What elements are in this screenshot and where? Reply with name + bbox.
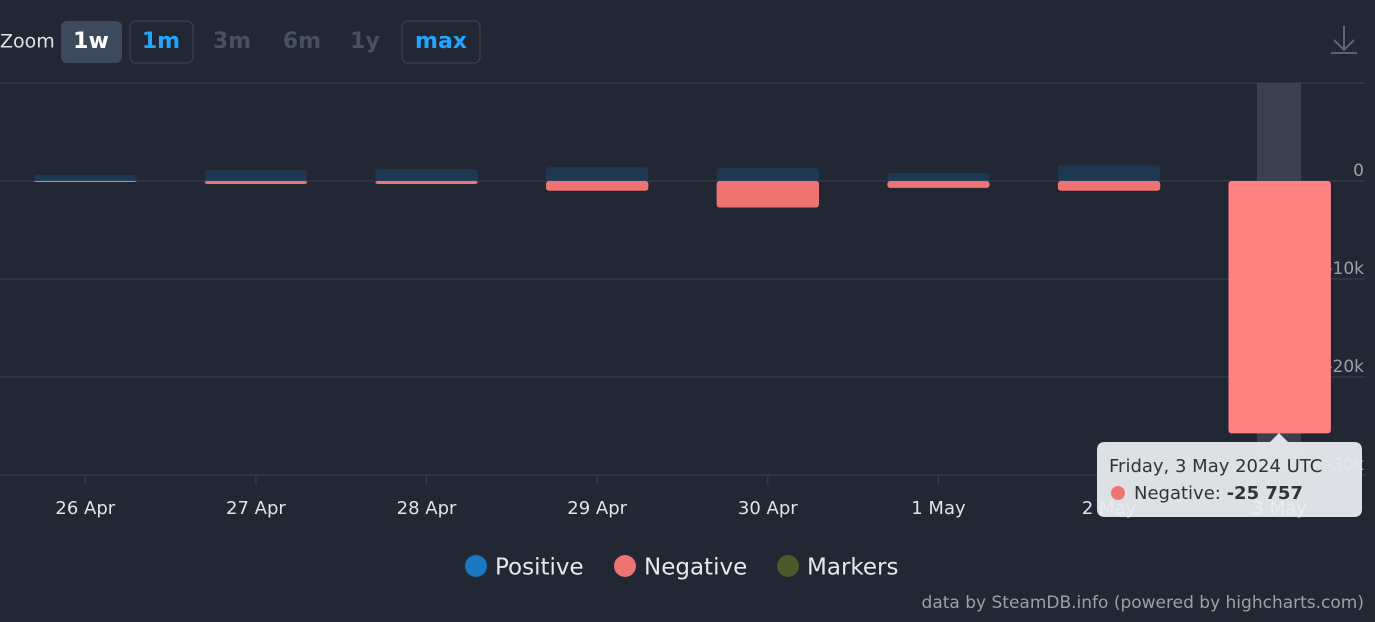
x-tick-label: 29 Apr (567, 498, 627, 519)
y-tick-label: 0 (1353, 161, 1364, 181)
legend-marker (777, 555, 799, 577)
tooltip-title: Friday, 3 May 2024 UTC (1109, 456, 1322, 477)
x-tick-label: 26 Apr (55, 498, 115, 519)
bar (887, 173, 990, 181)
zoom-button[interactable]: 6m (283, 29, 321, 54)
tooltip-box (1097, 433, 1362, 517)
legend-label: Positive (495, 555, 584, 581)
tooltip-value: -25 757 (1227, 483, 1303, 504)
bar (34, 181, 137, 182)
x-tick-label: 1 May (911, 498, 966, 519)
x-tick-label: 30 Apr (738, 498, 798, 519)
y-tick-label: -10k (1326, 259, 1364, 279)
bar (204, 170, 308, 181)
zoom-button[interactable]: max (415, 29, 467, 54)
tooltip-series: Negative (1134, 483, 1215, 504)
legend-label: Markers (807, 555, 898, 581)
bar (34, 175, 137, 181)
bar (1057, 181, 1161, 191)
credits: data by SteamDB.info (powered by highcha… (922, 593, 1364, 613)
zoom-button[interactable]: 1m (142, 29, 180, 54)
zoom-button-bg[interactable] (401, 20, 481, 64)
bar (716, 168, 819, 181)
tooltip-sep: : (1215, 483, 1227, 504)
bar (887, 181, 990, 188)
bar (375, 169, 478, 181)
bar (375, 181, 478, 184)
zoom-button[interactable]: 1y (350, 29, 380, 54)
bar (546, 167, 649, 181)
zoom-button-bg[interactable] (61, 21, 122, 63)
bar (204, 181, 308, 184)
bar (1057, 165, 1161, 181)
download-icon[interactable] (1331, 26, 1357, 54)
zoom-label: Zoom (0, 31, 55, 53)
tooltip-marker (1111, 486, 1125, 500)
zoom-button[interactable]: 3m (213, 29, 251, 54)
zoom-button[interactable]: 1w (73, 29, 109, 54)
zoom-button-bg[interactable] (129, 20, 194, 64)
y-tick-label: -20k (1326, 357, 1364, 377)
bar (1228, 181, 1331, 434)
legend-marker (465, 555, 487, 577)
legend-marker (614, 555, 636, 577)
tooltip: Friday, 3 May 2024 UTC Negative: -25 757 (1097, 433, 1362, 517)
x-tick-label: 28 Apr (397, 498, 457, 519)
tooltip-line: Negative: -25 757 (1134, 483, 1303, 504)
bar (546, 181, 649, 191)
legend-label: Negative (644, 555, 747, 581)
bar (716, 181, 819, 208)
x-tick-label: 27 Apr (226, 498, 286, 519)
